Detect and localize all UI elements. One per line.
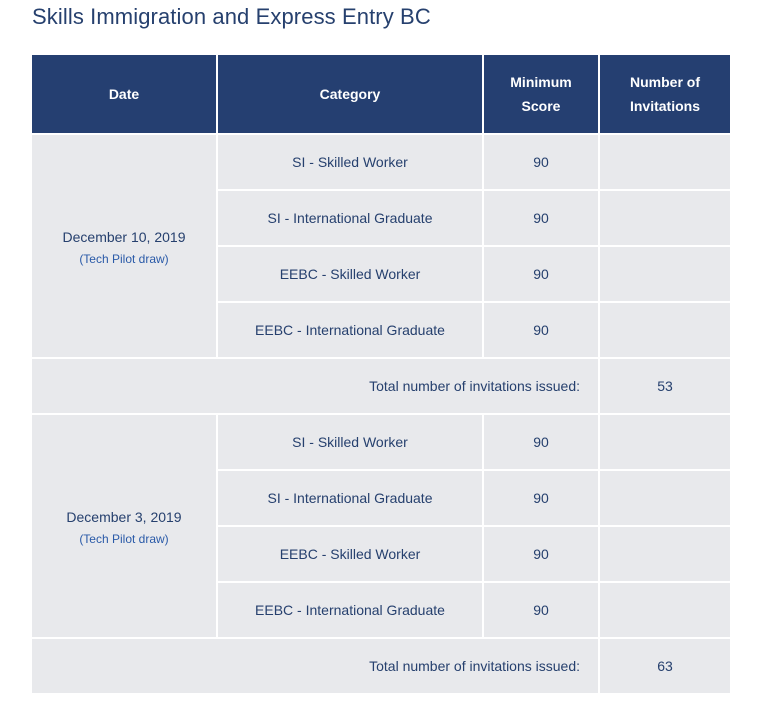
header-minimum-score: Minimum Score <box>482 55 600 135</box>
category-cell: SI - Skilled Worker <box>216 133 484 191</box>
total-value: 63 <box>598 637 730 695</box>
score-cell: 90 <box>482 301 600 359</box>
score-cell: 90 <box>482 189 600 247</box>
table-row: EEBC - Skilled Worker 90 <box>32 525 730 583</box>
table-row: SI - International Graduate 90 <box>32 469 730 527</box>
score-cell: 90 <box>482 525 600 583</box>
invitations-cell <box>598 189 730 247</box>
score-cell: 90 <box>482 469 600 527</box>
table-row: EEBC - International Graduate 90 <box>32 581 730 639</box>
score-cell: 90 <box>482 413 600 471</box>
total-row: Total number of invitations issued: 53 <box>32 357 730 415</box>
draw-note: (Tech Pilot draw) <box>79 252 169 266</box>
category-cell: SI - Skilled Worker <box>216 413 484 471</box>
draw-date-cell: December 3, 2019 (Tech Pilot draw) <box>32 413 218 639</box>
header-number-of-invitations: Number of Invitations <box>598 55 730 135</box>
table-row: SI - International Graduate 90 <box>32 189 730 247</box>
draw-date: December 10, 2019 <box>62 229 186 245</box>
table-row: December 3, 2019 (Tech Pilot draw) SI - … <box>32 413 730 639</box>
table-header-row: Date Category Minimum Score Number of In… <box>32 55 730 135</box>
invitations-cell <box>598 581 730 639</box>
invitations-cell <box>598 469 730 527</box>
score-cell: 90 <box>482 581 600 639</box>
table-row: EEBC - Skilled Worker 90 <box>32 245 730 303</box>
category-cell: SI - International Graduate <box>216 469 484 527</box>
invitations-cell <box>598 245 730 303</box>
total-row: Total number of invitations issued: 63 <box>32 637 730 695</box>
invitations-table: Date Category Minimum Score Number of In… <box>32 55 730 695</box>
draw-date-cell: December 10, 2019 (Tech Pilot draw) <box>32 133 218 359</box>
draw-note: (Tech Pilot draw) <box>79 532 169 546</box>
score-cell: 90 <box>482 245 600 303</box>
invitations-cell <box>598 413 730 471</box>
category-cell: SI - International Graduate <box>216 189 484 247</box>
total-label: Total number of invitations issued: <box>32 637 600 695</box>
total-value: 53 <box>598 357 730 415</box>
category-cell: EEBC - International Graduate <box>216 581 484 639</box>
score-cell: 90 <box>482 133 600 191</box>
category-cell: EEBC - International Graduate <box>216 301 484 359</box>
invitations-cell <box>598 133 730 191</box>
category-cell: EEBC - Skilled Worker <box>216 245 484 303</box>
table-row: December 10, 2019 (Tech Pilot draw) SI -… <box>32 133 730 359</box>
invitations-cell <box>598 525 730 583</box>
invitations-cell <box>598 301 730 359</box>
page-title: Skills Immigration and Express Entry BC <box>32 4 431 29</box>
draw-date: December 3, 2019 <box>66 509 182 525</box>
category-cell: EEBC - Skilled Worker <box>216 525 484 583</box>
header-date: Date <box>32 55 218 135</box>
header-category: Category <box>216 55 484 135</box>
total-label: Total number of invitations issued: <box>32 357 600 415</box>
table-row: EEBC - International Graduate 90 <box>32 301 730 359</box>
